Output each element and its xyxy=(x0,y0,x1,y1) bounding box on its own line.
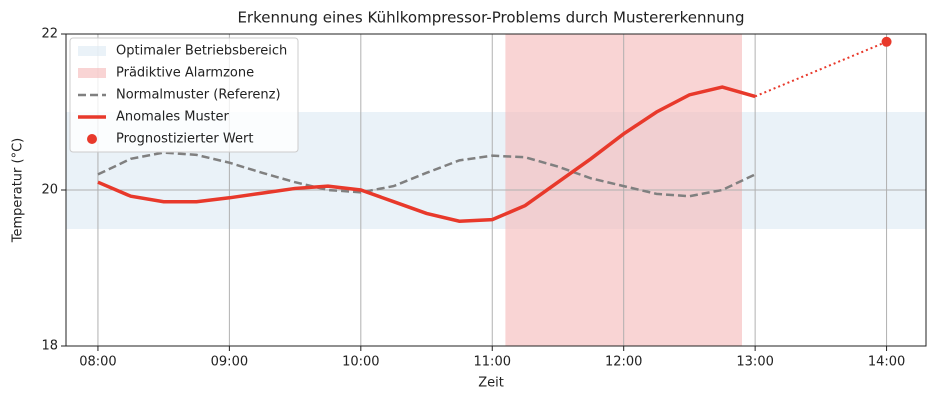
legend-label: Prognostizierter Wert xyxy=(116,132,253,147)
legend-swatch xyxy=(78,46,106,56)
legend-label: Prädiktive Alarmzone xyxy=(116,66,254,81)
x-tick-label: 10:00 xyxy=(342,355,379,370)
x-tick-label: 08:00 xyxy=(79,355,116,370)
series-line xyxy=(754,40,887,98)
y-axis-label: Temperatur (°C) xyxy=(11,138,26,244)
forecast-point xyxy=(881,36,892,47)
legend-swatch xyxy=(78,68,106,78)
x-axis-label: Zeit xyxy=(478,376,504,391)
y-tick-label: 22 xyxy=(41,27,58,42)
legend-swatch xyxy=(87,134,97,144)
y-tick-label: 20 xyxy=(41,183,58,198)
legend-box xyxy=(69,37,299,153)
legend-label: Anomales Muster xyxy=(116,110,230,125)
plot-frame xyxy=(65,33,927,347)
x-tick-label: 14:00 xyxy=(868,355,905,370)
chart-title: Erkennung eines Kühlkompressor-Problems … xyxy=(237,9,744,27)
x-tick-label: 09:00 xyxy=(211,355,248,370)
x-tick-label: 11:00 xyxy=(474,355,511,370)
series-line xyxy=(97,151,756,198)
y-tick-label: 18 xyxy=(41,339,58,354)
x-tick-label: 12:00 xyxy=(605,355,642,370)
legend-label: Normalmuster (Referenz) xyxy=(116,88,281,103)
series-line xyxy=(97,85,756,223)
x-tick-label: 13:00 xyxy=(736,355,773,370)
legend-label: Optimaler Betriebsbereich xyxy=(116,44,287,59)
